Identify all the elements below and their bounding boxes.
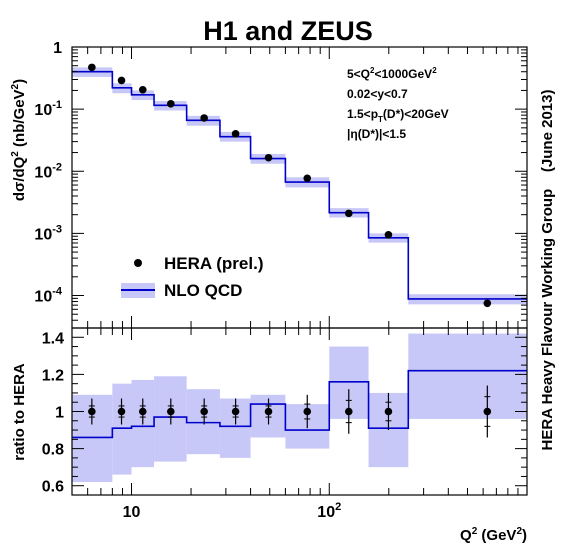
data-point — [344, 209, 353, 218]
y-tick-label: 1.2 — [42, 367, 64, 384]
data-point — [384, 407, 393, 416]
axes: 110-110-210-310-40.60.811.21.410 102 — [34, 40, 528, 521]
y-tick-label: 1.4 — [42, 330, 64, 347]
annotation-text: 1.5<p — [347, 107, 378, 121]
data-point — [138, 407, 147, 416]
y-tick-exponent: -2 — [52, 161, 62, 173]
bottom-y-axis-label: ratio to HERA — [11, 363, 28, 461]
y-tick-label: 1 — [55, 405, 64, 422]
nlo-step-line — [72, 369, 527, 439]
y-tick-exponent: -3 — [52, 223, 62, 235]
annotation-line: 0.02<y<0.7 — [347, 87, 408, 101]
band-bin — [112, 383, 132, 475]
top-y-label-unit: (nb/GeV — [11, 89, 28, 151]
data-point — [384, 230, 393, 239]
top-y-axis-label: dσ/dQ2 (nb/GeV2) — [10, 79, 28, 201]
top-y-label-sup: 2 — [10, 151, 21, 157]
data-point — [264, 153, 273, 162]
cuts-annotation: 5<Q2<1000GeV20.02<y<0.71.5<pT(D*)<20GeV|… — [347, 66, 449, 141]
chart-title: H1 and ZEUS — [203, 16, 373, 46]
y-tick-label: 0.8 — [42, 442, 64, 459]
legend-label-nlo: NLO QCD — [164, 281, 242, 300]
legend-marker-hera — [134, 259, 142, 267]
data-point — [231, 407, 240, 416]
top-data-points — [88, 63, 492, 308]
band-bin — [408, 333, 527, 419]
y-tick-mantissa: 10 — [34, 164, 52, 181]
x-label-unit-sup: 2 — [516, 526, 522, 537]
data-point — [483, 299, 492, 308]
annotation-superscript: 2 — [432, 66, 437, 75]
data-point — [88, 407, 96, 416]
data-point — [264, 407, 273, 416]
y-tick-exponent: -4 — [52, 286, 63, 298]
data-point — [117, 407, 126, 416]
y-tick-label: 10-3 — [34, 223, 62, 243]
data-point — [483, 407, 492, 416]
y-tick-label: 10-1 — [34, 99, 62, 119]
top-y-label-unit-close: ) — [11, 79, 28, 84]
y-tick-mantissa: 10 — [34, 102, 52, 119]
data-point — [303, 407, 312, 416]
annotation-superscript: 2 — [370, 66, 375, 75]
y-tick-exponent: -1 — [52, 99, 62, 111]
x-tick-label: 10 — [123, 504, 141, 521]
band-bin — [186, 389, 220, 455]
bottom-uncertainty-band — [72, 333, 527, 483]
data-point — [231, 130, 240, 138]
data-point — [167, 99, 175, 108]
x-axis-label: Q2 (GeV2) — [460, 526, 527, 544]
annotation-text: <1000GeV — [374, 67, 432, 81]
annotation-line: |η(D*)|<1.5 — [347, 127, 406, 141]
side-label: HERA Heavy Flavour Working Group (June 2… — [539, 90, 556, 451]
data-point — [167, 407, 175, 416]
data-point — [88, 63, 96, 72]
annotation-text: |η(D*)|<1.5 — [347, 127, 406, 141]
data-point — [117, 76, 126, 85]
data-point — [344, 407, 353, 416]
y-tick-mantissa: 10 — [34, 289, 52, 306]
x-tick-mantissa: 10 — [123, 504, 141, 521]
x-tick-label: 102 — [317, 501, 341, 521]
legend-label-hera: HERA (prel.) — [164, 254, 264, 273]
annotation-text: 5<Q — [347, 67, 370, 81]
data-point — [138, 85, 147, 94]
y-tick-label: 10-4 — [34, 286, 62, 306]
y-tick-label: 10-2 — [34, 161, 62, 181]
annotation-line: 5<Q2<1000GeV2 — [347, 66, 437, 81]
x-tick-mantissa: 10 — [317, 504, 335, 521]
y-tick-label: 1 — [53, 40, 62, 57]
data-point — [303, 174, 312, 183]
x-label-sup: 2 — [472, 526, 478, 537]
annotation-text: (D*)<20GeV — [383, 107, 449, 121]
data-point — [200, 407, 208, 416]
x-tick-exponent: 2 — [335, 501, 341, 513]
x-label-unit: (GeV — [477, 527, 516, 544]
y-tick-mantissa: 1 — [53, 40, 62, 57]
annotation-text: 0.02<y<0.7 — [347, 87, 408, 101]
annotation-subscript: T — [378, 115, 383, 124]
data-point — [200, 114, 208, 122]
x-label-unit-close: ) — [522, 527, 527, 544]
top-y-label-unit-sup: 2 — [10, 83, 21, 89]
bottom-data-points — [88, 385, 492, 438]
y-tick-mantissa: 10 — [34, 226, 52, 243]
annotation-line: 1.5<pT(D*)<20GeV — [347, 107, 449, 124]
x-label-main: Q — [460, 527, 472, 544]
legend: HERA (prel.) NLO QCD — [121, 254, 264, 300]
bottom-nlo-line — [72, 369, 527, 439]
top-y-label-main: dσ/dQ — [11, 156, 28, 201]
y-tick-label: 0.6 — [42, 479, 64, 496]
